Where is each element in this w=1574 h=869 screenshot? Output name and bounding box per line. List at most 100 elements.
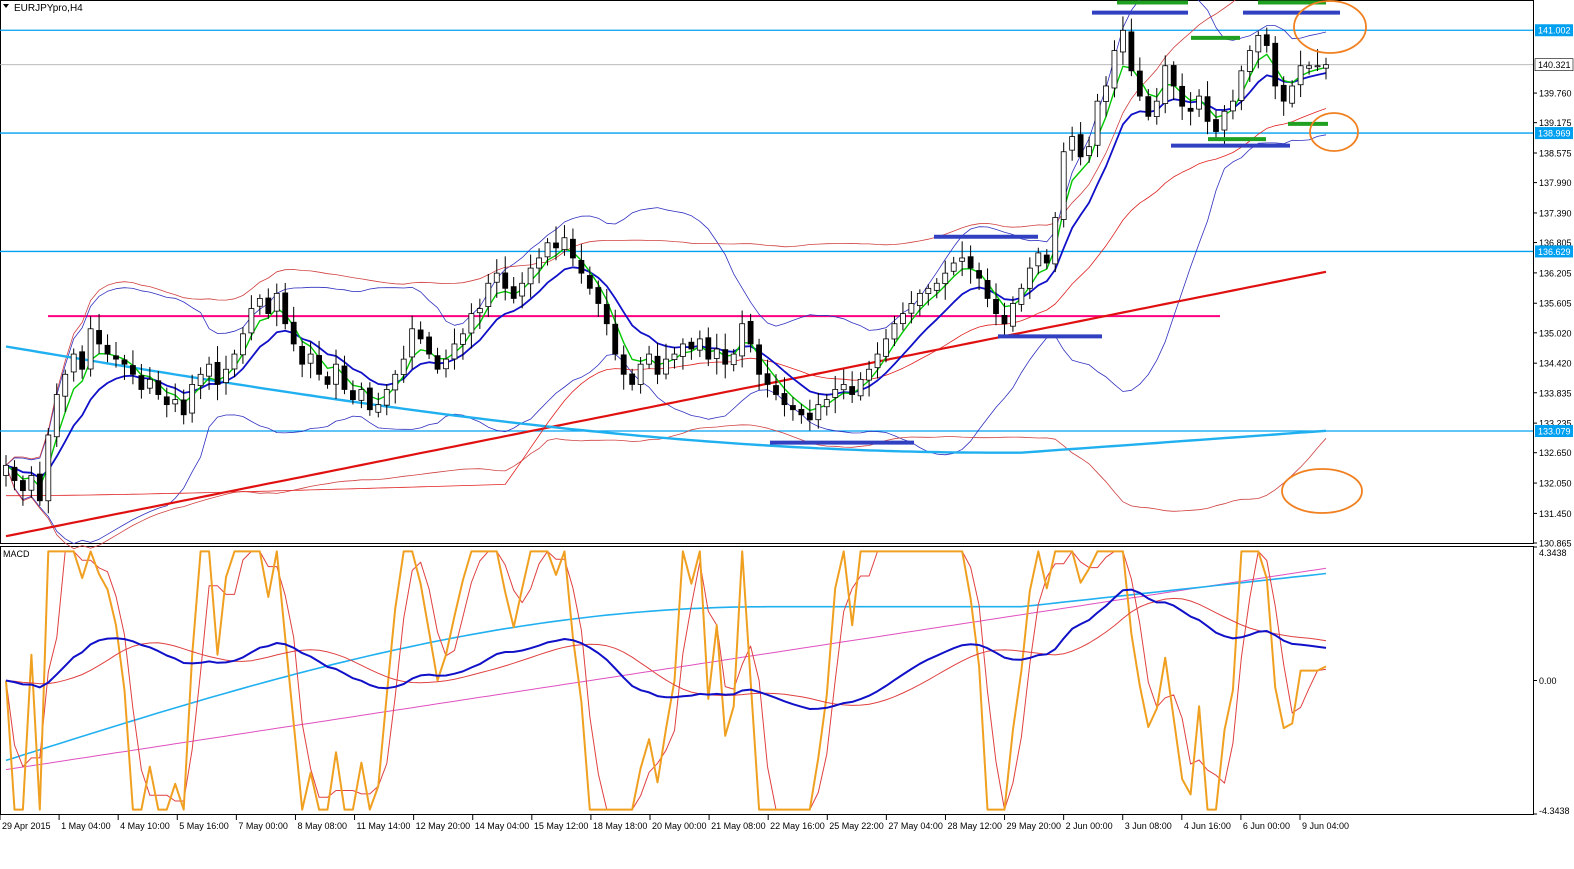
candle-body xyxy=(536,257,542,269)
candle xyxy=(1018,283,1025,312)
candle-body xyxy=(959,257,966,262)
price-tick-label: 131.450 xyxy=(1539,509,1572,519)
candle xyxy=(916,289,923,316)
candle-body xyxy=(341,365,348,390)
candle xyxy=(476,298,483,329)
time-tick-label: 6 Jun 00:00 xyxy=(1243,821,1290,831)
candle-body xyxy=(1043,254,1050,264)
candle-body xyxy=(273,292,280,312)
candle-body xyxy=(146,378,153,389)
candle-body xyxy=(570,238,576,259)
time-tick-label: 11 May 14:00 xyxy=(357,821,411,831)
price-tick-label: 130.865 xyxy=(1539,539,1572,549)
macd-lines xyxy=(5,550,1327,811)
candle xyxy=(1280,76,1287,116)
candle-body xyxy=(620,354,627,375)
candle xyxy=(942,260,949,300)
candle xyxy=(1094,93,1101,158)
candle xyxy=(1026,257,1033,300)
candle-body xyxy=(603,304,610,325)
candle-body xyxy=(1052,217,1059,265)
candle xyxy=(1297,50,1304,98)
price-tick-label: 139.175 xyxy=(1539,118,1572,128)
candle xyxy=(1086,136,1092,163)
ma-long xyxy=(5,270,1327,538)
candle xyxy=(713,333,720,375)
candle-body xyxy=(1018,287,1025,305)
time-tick-label: 15 May 12:00 xyxy=(534,821,589,831)
candle-body xyxy=(1289,85,1296,104)
candle-body xyxy=(1255,35,1262,53)
candle xyxy=(163,387,170,418)
candle-body xyxy=(823,399,830,408)
candle-body xyxy=(451,343,458,360)
candle-body xyxy=(155,380,162,395)
candle-body xyxy=(578,259,585,274)
candle xyxy=(502,256,509,301)
candle xyxy=(603,288,610,336)
candle xyxy=(1111,40,1118,98)
candle-body xyxy=(1196,95,1202,110)
candle xyxy=(933,278,940,299)
candle-body xyxy=(553,242,559,249)
candle xyxy=(231,349,238,378)
price-tick-label: 135.020 xyxy=(1539,328,1572,338)
candle-body xyxy=(1246,50,1253,72)
candle-body xyxy=(307,353,314,364)
candle xyxy=(1103,76,1109,117)
dropdown-triangle-icon[interactable] xyxy=(3,4,9,8)
candle-body xyxy=(950,262,957,272)
time-tick-label: 8 May 08:00 xyxy=(297,821,347,831)
candle-body xyxy=(1162,65,1169,104)
candle-body xyxy=(324,376,331,385)
candle xyxy=(316,340,322,381)
price-tick-label: 139.760 xyxy=(1539,89,1572,99)
candle-body xyxy=(646,353,652,365)
candle-body xyxy=(1238,70,1245,101)
time-tick-label: 9 Jun 04:00 xyxy=(1302,821,1349,831)
candle-body xyxy=(417,329,424,340)
candle xyxy=(350,380,356,405)
candle xyxy=(113,342,119,368)
candle-body xyxy=(840,384,847,391)
time-axis: 29 Apr 2015 1 May 04:00 4 May 10:00 5 May 1… xyxy=(0,815,1349,831)
candle xyxy=(781,377,788,417)
time-tick-label: 12 May 20:00 xyxy=(416,821,471,831)
candle-body xyxy=(206,363,212,377)
candle-body xyxy=(561,237,568,251)
price-marker-label: 141.002 xyxy=(1538,26,1571,36)
price-tick-label: 133.835 xyxy=(1539,388,1572,398)
candle-body xyxy=(104,344,111,355)
ma-mid xyxy=(5,72,1327,479)
candle-body xyxy=(866,368,872,381)
candle xyxy=(240,327,246,364)
candle-body xyxy=(773,385,779,395)
candle-body xyxy=(1314,65,1321,68)
candle xyxy=(849,371,856,403)
candle-body xyxy=(730,353,737,366)
candle xyxy=(705,327,712,367)
candle xyxy=(620,345,627,390)
candle xyxy=(730,348,737,372)
candle xyxy=(45,427,52,514)
candle xyxy=(984,268,991,308)
candle xyxy=(553,226,559,261)
candle xyxy=(1035,247,1042,275)
candle-body xyxy=(806,412,813,421)
candle xyxy=(773,374,779,401)
candle-body xyxy=(527,267,534,285)
price-marker-box xyxy=(1535,245,1573,258)
candle xyxy=(36,461,43,506)
candle xyxy=(214,346,221,401)
main-panel-frame xyxy=(0,0,1534,544)
candle xyxy=(409,315,416,370)
candle xyxy=(646,345,652,369)
time-tick-label: 18 May 18:00 xyxy=(593,821,648,831)
bollinger-bands xyxy=(5,0,1327,550)
candle xyxy=(451,328,458,370)
candle-body xyxy=(612,323,619,355)
candle-body xyxy=(722,349,729,365)
macd-long-line-2 xyxy=(5,567,1327,771)
